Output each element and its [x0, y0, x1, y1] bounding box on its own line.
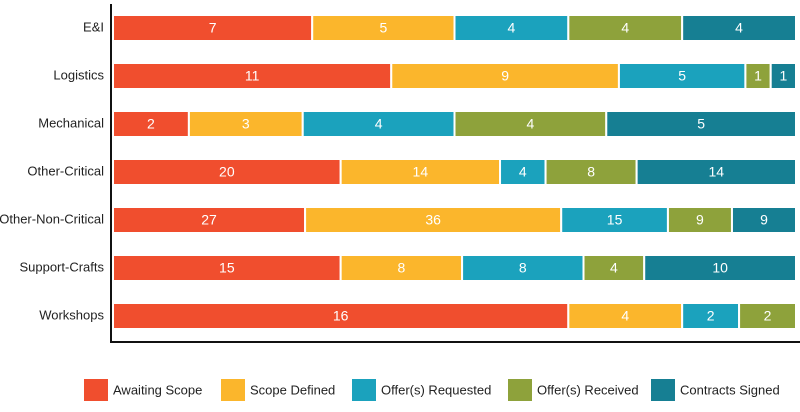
bar-segment	[453, 110, 608, 138]
legend-label: Contracts Signed	[680, 382, 780, 397]
data-label: 8	[397, 260, 405, 276]
data-label: 4	[735, 20, 743, 36]
y-tick-label: Workshops	[39, 307, 104, 322]
legend-swatch	[651, 379, 675, 401]
bar-segment	[187, 110, 304, 138]
data-label: 10	[712, 260, 728, 276]
data-label: 8	[519, 260, 527, 276]
data-label: 14	[413, 164, 429, 180]
data-label: 4	[526, 116, 534, 132]
legend-swatch	[221, 379, 245, 401]
data-label: 8	[587, 164, 595, 180]
data-label: 4	[508, 20, 516, 36]
bar-segment	[681, 302, 741, 330]
bar-segment	[617, 62, 747, 90]
data-label: 5	[379, 20, 387, 36]
data-label: 9	[501, 68, 509, 84]
data-label: 15	[219, 260, 235, 276]
bar-segment	[681, 14, 798, 42]
data-label: 4	[610, 260, 618, 276]
bar-segment	[738, 302, 797, 330]
data-label: 36	[425, 212, 441, 228]
bar-segment	[112, 110, 190, 138]
data-label: 9	[696, 212, 704, 228]
legend-label: Offer(s) Requested	[381, 382, 491, 397]
data-label: 15	[607, 212, 623, 228]
bar-segment	[567, 14, 684, 42]
data-label: 4	[621, 20, 629, 36]
bar-segment	[605, 110, 797, 138]
y-tick-label: Mechanical	[38, 115, 104, 130]
data-label: 27	[201, 212, 217, 228]
data-label: 20	[219, 164, 235, 180]
bar-segment	[304, 206, 563, 234]
data-label: 9	[760, 212, 768, 228]
bar-segment	[560, 206, 669, 234]
data-label: 16	[333, 308, 349, 324]
legend-swatch	[352, 379, 376, 401]
data-label: 4	[621, 308, 629, 324]
bar-segment	[339, 254, 464, 282]
bar-segment	[567, 302, 684, 330]
bar-segment	[730, 206, 797, 234]
y-tick-label: Other-Critical	[27, 163, 104, 178]
bar-segment	[744, 62, 772, 90]
data-label: 11	[245, 68, 260, 84]
data-label: 2	[147, 116, 155, 132]
legend-label: Scope Defined	[250, 382, 335, 397]
data-label: 5	[678, 68, 686, 84]
legend-swatch	[508, 379, 532, 401]
data-label: 7	[209, 20, 217, 36]
data-label: 2	[764, 308, 772, 324]
y-tick-label: Logistics	[53, 67, 104, 82]
bar-segment	[390, 62, 620, 90]
data-label: 5	[697, 116, 705, 132]
data-label: 1	[754, 68, 762, 84]
data-label: 14	[709, 164, 725, 180]
bar-segment	[453, 14, 570, 42]
bar-segment	[769, 62, 797, 90]
bar-segment	[112, 254, 342, 282]
bar-segment	[635, 158, 798, 186]
bar-segment	[112, 158, 342, 186]
bar-segment	[339, 158, 502, 186]
bar-segment	[112, 302, 570, 330]
data-label: 3	[242, 116, 250, 132]
bar-segment	[643, 254, 797, 282]
legend-label: Offer(s) Received	[537, 382, 639, 397]
y-tick-label: Support-Crafts	[19, 259, 104, 274]
data-label: 4	[375, 116, 383, 132]
bar-segment	[666, 206, 733, 234]
data-label: 1	[779, 68, 787, 84]
y-tick-label: Other-Non-Critical	[0, 211, 104, 226]
legend-label: Awaiting Scope	[113, 382, 202, 397]
bar-segment	[112, 62, 393, 90]
legend-swatch	[84, 379, 108, 401]
y-tick-label: E&I	[83, 19, 104, 34]
data-label: 2	[707, 308, 715, 324]
data-label: 4	[519, 164, 527, 180]
